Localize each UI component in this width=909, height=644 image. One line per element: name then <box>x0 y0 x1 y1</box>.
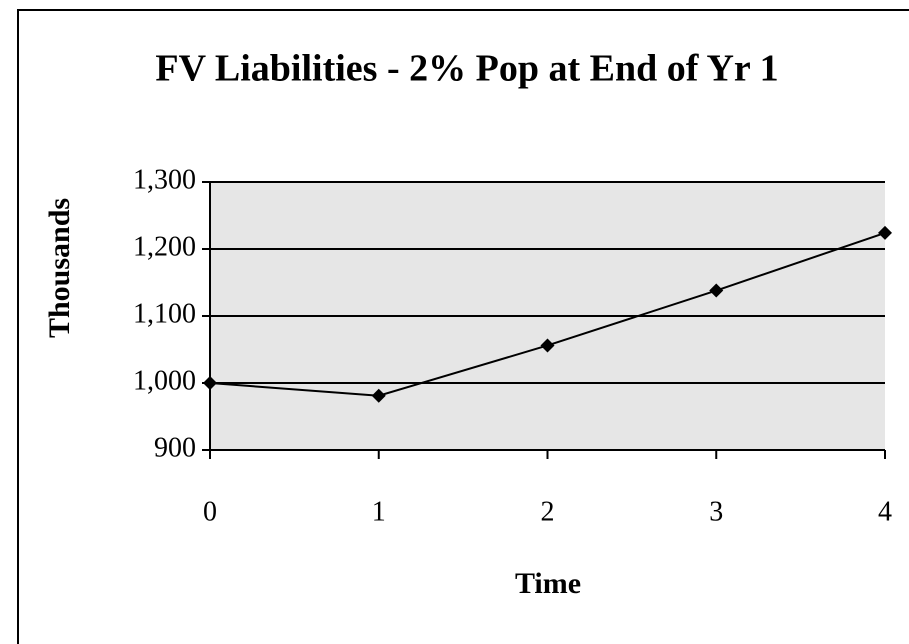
y-axis-label: Thousands <box>43 198 76 338</box>
y-tick-label: 1,300 <box>133 164 196 195</box>
y-tick-label: 900 <box>154 432 196 463</box>
x-tick-label: 2 <box>541 496 555 527</box>
x-tick-label: 3 <box>709 496 723 527</box>
marker <box>709 283 724 298</box>
y-tick-label: 1,000 <box>133 365 196 396</box>
x-tick-label: 0 <box>203 496 217 527</box>
y-tick-label: 1,100 <box>133 298 196 329</box>
x-tick-label: 4 <box>878 496 892 527</box>
y-tick-label: 1,200 <box>133 231 196 262</box>
x-axis-label: Time <box>515 567 581 600</box>
chart-title: FV Liabilities - 2% Pop at End of Yr 1 <box>155 48 778 90</box>
marker <box>371 388 386 403</box>
marker <box>203 376 217 390</box>
marker <box>878 225 892 240</box>
x-tick-label: 1 <box>372 496 386 527</box>
marker <box>540 338 555 353</box>
